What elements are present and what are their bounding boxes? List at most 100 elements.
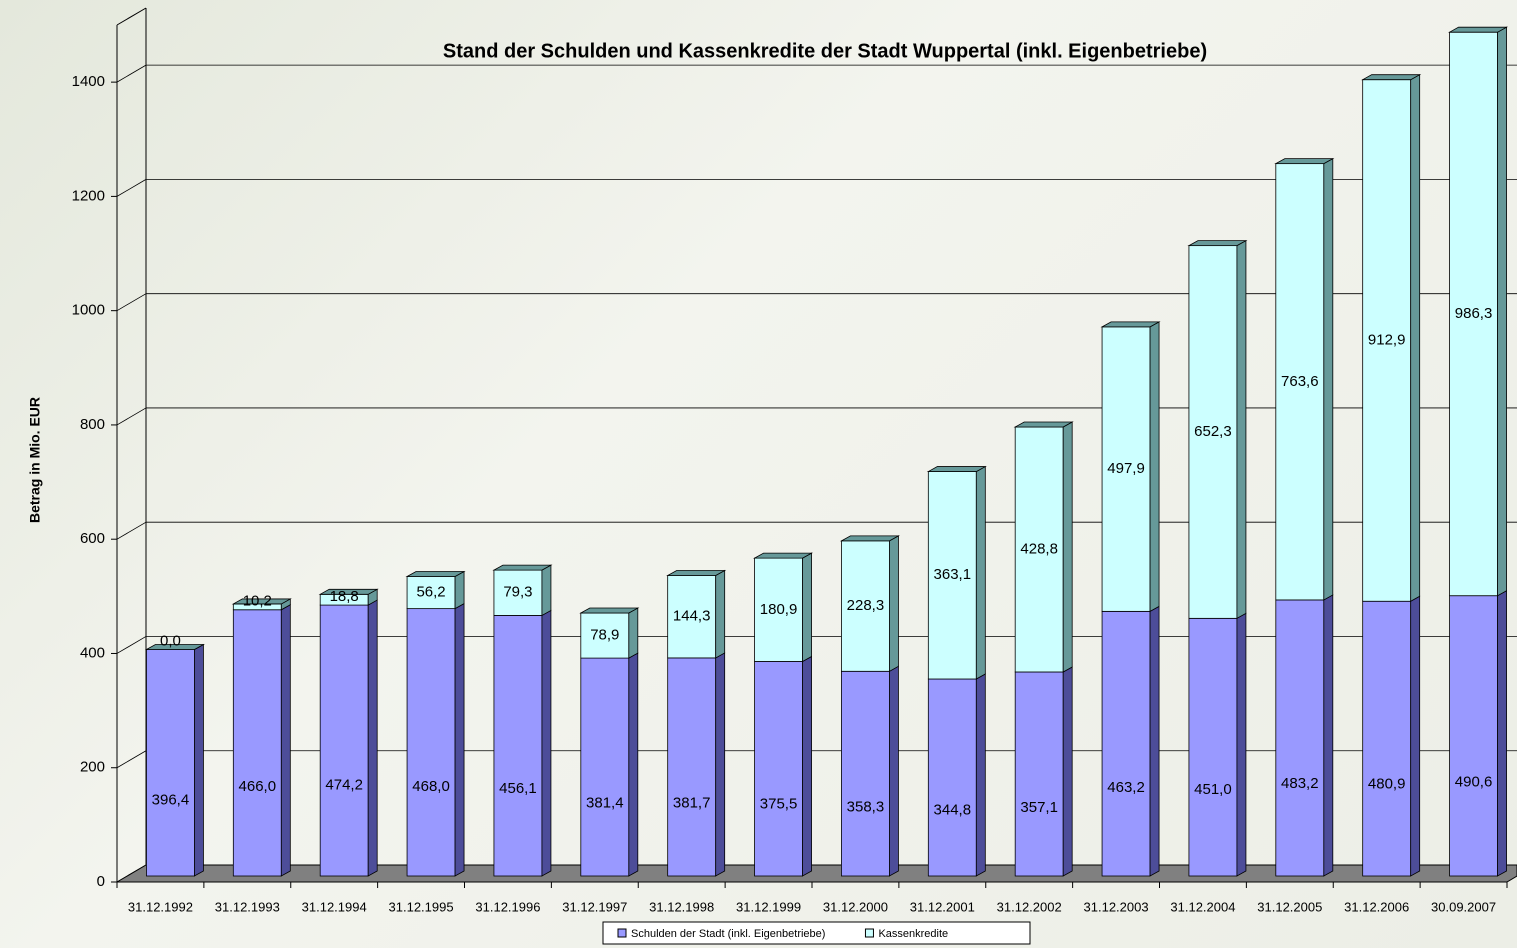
data-label: 652,3	[1194, 423, 1232, 440]
x-tick-label: 31.12.2002	[997, 899, 1062, 914]
bar-front	[841, 670, 890, 877]
grid-line	[116, 179, 147, 197]
bar-side	[1410, 595, 1421, 877]
bar-side	[975, 465, 986, 680]
x-tick-label: 31.12.1994	[302, 899, 367, 914]
bar-side	[1236, 239, 1247, 620]
bar-front	[1101, 610, 1151, 877]
y-tick-label: 200	[80, 759, 105, 776]
data-label: 490,6	[1455, 774, 1493, 791]
bar-front	[146, 649, 195, 877]
bar-side	[1323, 157, 1334, 601]
bar-side	[628, 652, 639, 877]
data-label: 456,1	[499, 780, 537, 797]
x-tick-label: 31.12.1996	[475, 899, 540, 914]
data-label: 466,0	[239, 778, 277, 795]
legend-swatch	[864, 928, 874, 938]
bar-front	[1449, 595, 1498, 877]
data-label: 763,6	[1281, 373, 1319, 390]
y-tick-label: 1000	[72, 302, 105, 319]
bar-top	[926, 466, 987, 472]
bar-top	[1187, 240, 1248, 247]
x-tick-label: 31.12.2003	[1084, 899, 1149, 914]
bar-front	[1014, 426, 1064, 673]
grid-line	[116, 750, 147, 769]
data-label: 357,1	[1020, 799, 1058, 816]
bar-side	[889, 665, 899, 877]
bar-top	[753, 552, 814, 559]
bar-front	[1188, 617, 1238, 877]
bar-top	[839, 535, 900, 542]
bar-top	[1274, 158, 1335, 165]
bar-top	[1013, 421, 1074, 428]
bar-front	[667, 575, 717, 659]
x-tick-label: 31.12.1997	[562, 899, 627, 914]
data-label: 463,2	[1107, 779, 1145, 796]
data-label: 497,9	[1107, 460, 1145, 477]
data-label: 10,2	[243, 593, 272, 610]
bar-front	[580, 612, 630, 659]
x-tick-label: 30.09.2007	[1431, 899, 1496, 914]
data-label: 144,3	[673, 608, 711, 625]
bar-side	[1236, 612, 1247, 877]
data-label: 363,1	[934, 566, 972, 583]
data-label: 381,7	[673, 794, 711, 811]
data-label: 228,3	[847, 597, 885, 614]
y-tick-label: 0	[97, 873, 105, 890]
bar-front	[667, 657, 717, 877]
data-label: 78,9	[590, 627, 619, 644]
grid-line	[116, 636, 147, 654]
data-label: 375,5	[760, 795, 798, 812]
data-label: 381,4	[586, 794, 624, 811]
bar-front	[927, 471, 977, 680]
bar-top	[1448, 26, 1509, 33]
bar-top	[405, 571, 466, 577]
bar-top	[492, 564, 553, 571]
bar-front	[754, 557, 803, 662]
bar-side	[715, 652, 726, 877]
bar-front	[580, 657, 630, 877]
legend-label: Schulden der Stadt (inkl. Eigenbetriebe)	[631, 928, 825, 940]
bar-side	[628, 607, 639, 659]
x-tick-label: 31.12.1995	[389, 899, 454, 914]
data-label: 358,3	[847, 799, 885, 816]
legend-swatch	[617, 928, 627, 938]
x-tick-label: 31.12.1999	[736, 899, 801, 914]
data-label: 468,0	[412, 778, 450, 795]
bar-side	[454, 602, 465, 877]
x-tick-label: 31.12.2001	[910, 899, 975, 914]
data-label: 912,9	[1368, 331, 1406, 348]
x-tick-label: 31.12.2005	[1257, 899, 1322, 914]
grid-line	[116, 64, 147, 83]
bar-top	[231, 598, 292, 605]
grid-line	[116, 521, 147, 540]
bar-front	[754, 661, 803, 877]
bar-front	[406, 608, 456, 877]
legend-box	[602, 921, 1031, 945]
y-tick-label: 1200	[72, 187, 105, 204]
data-label: 451,0	[1194, 781, 1232, 798]
bar-side	[1497, 26, 1507, 597]
bar-side	[1497, 590, 1507, 877]
x-tick-label: 31.12.1992	[128, 899, 193, 914]
y-tick-label: 600	[80, 530, 105, 547]
bar-side	[1062, 666, 1073, 877]
bar-top	[144, 644, 205, 650]
bar-top	[318, 588, 379, 595]
data-label: 474,2	[325, 777, 363, 794]
data-label: 180,9	[760, 601, 798, 618]
bar-top	[1361, 74, 1422, 81]
data-label: 480,9	[1368, 775, 1406, 792]
bar-side	[1149, 321, 1160, 613]
bar-front	[493, 615, 543, 877]
wall-top-edge	[116, 7, 147, 26]
y-tick-label: 1400	[72, 73, 105, 90]
grid-line	[116, 293, 147, 312]
bar-side	[454, 570, 465, 610]
bar-side	[802, 655, 812, 877]
data-label: 56,2	[416, 584, 445, 601]
data-label: 0,0	[160, 632, 181, 649]
data-label: 396,4	[152, 791, 190, 808]
data-label: 18,8	[330, 588, 359, 605]
